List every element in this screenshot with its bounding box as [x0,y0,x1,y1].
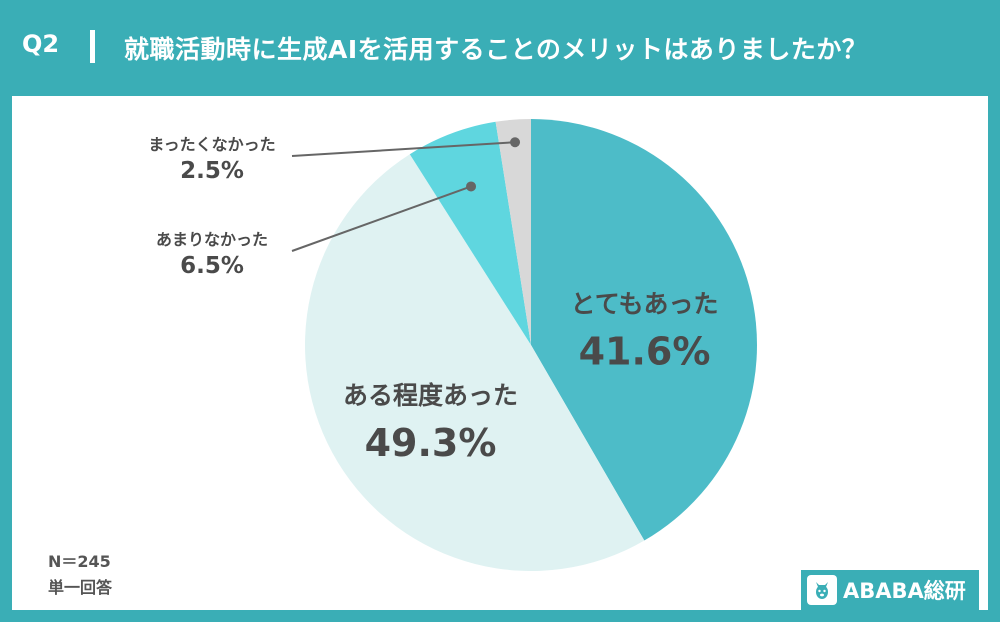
slice-label-1: ある程度あった [343,381,518,410]
brand-name: ABABA総研 [843,579,966,603]
sample-size: N＝245 [48,552,111,571]
title-divider [90,30,95,63]
leader-line-2 [291,185,472,252]
chart-panel: とてもあった 41.6% ある程度あった 49.3% まったくなかった 2.5% あまりなか… [12,96,988,610]
slice-value-1: 49.3% [365,421,497,465]
alpaca-logo-icon [807,575,837,605]
pie-slice-1 [304,154,645,572]
header: Q2 就職活動時に生成AIを活用することのメリットはありましたか？ [0,0,1000,96]
callout-value-3: 2.5% [180,158,244,184]
pie-chart: とてもあった 41.6% ある程度あった 49.3% まったくなかった 2.5% あまりなか… [148,119,757,572]
question-number: Q2 [22,30,60,58]
answer-type: 単一回答 [48,578,113,597]
callout-label-3: まったくなかった [148,135,275,154]
callout-label-2: あまりなかった [156,230,268,249]
brand-badge: ABABA総研 [801,570,979,610]
pie-slice-3 [495,119,531,345]
slice-label-0: とてもあった [570,289,718,318]
pie-slice-0 [531,119,757,541]
slice-value-0: 41.6% [579,329,711,373]
leader-dot-2 [466,181,477,192]
leader-dot-3 [510,137,521,148]
leader-line-3 [291,141,516,157]
pie-slice-2 [409,121,531,345]
callout-value-2: 6.5% [180,253,244,279]
question-title: 就職活動時に生成AIを活用することのメリットはありましたか？ [124,35,868,64]
